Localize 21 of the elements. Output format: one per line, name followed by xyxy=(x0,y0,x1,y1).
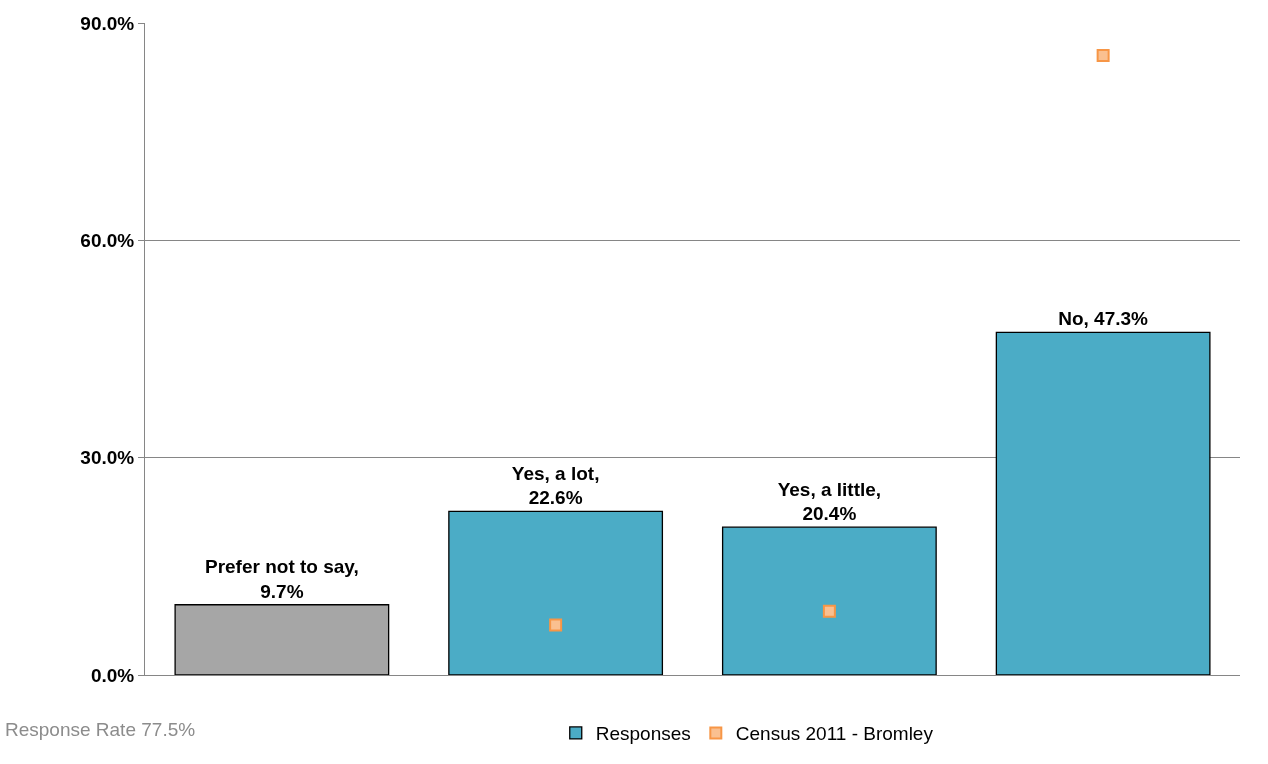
text: 22.6% xyxy=(528,487,583,509)
text: Response Rate 77.5% xyxy=(5,719,196,740)
y-tick-label: 0.0% xyxy=(90,664,135,686)
legend-label: Census 2011 - Bromley xyxy=(735,723,934,745)
y-tick-label: 90.0% xyxy=(80,12,135,34)
category-label: No, 47.3% xyxy=(1058,308,1148,330)
bar xyxy=(448,510,664,675)
y-tick-label: 30.0% xyxy=(80,447,135,469)
legend-label: Responses xyxy=(595,723,691,745)
category-label: Yes, a little, xyxy=(777,478,882,500)
text: 9.7% xyxy=(260,580,304,602)
bar xyxy=(721,526,937,675)
point xyxy=(1096,49,1110,63)
point xyxy=(822,604,836,618)
bar xyxy=(174,604,390,675)
text: 20.4% xyxy=(802,503,857,525)
category-label: Yes, a lot, xyxy=(511,462,600,484)
category-label: Prefer not to say, xyxy=(204,556,359,578)
y-tick-label: 60.0% xyxy=(80,229,135,251)
bar xyxy=(995,331,1211,675)
point xyxy=(549,618,563,632)
